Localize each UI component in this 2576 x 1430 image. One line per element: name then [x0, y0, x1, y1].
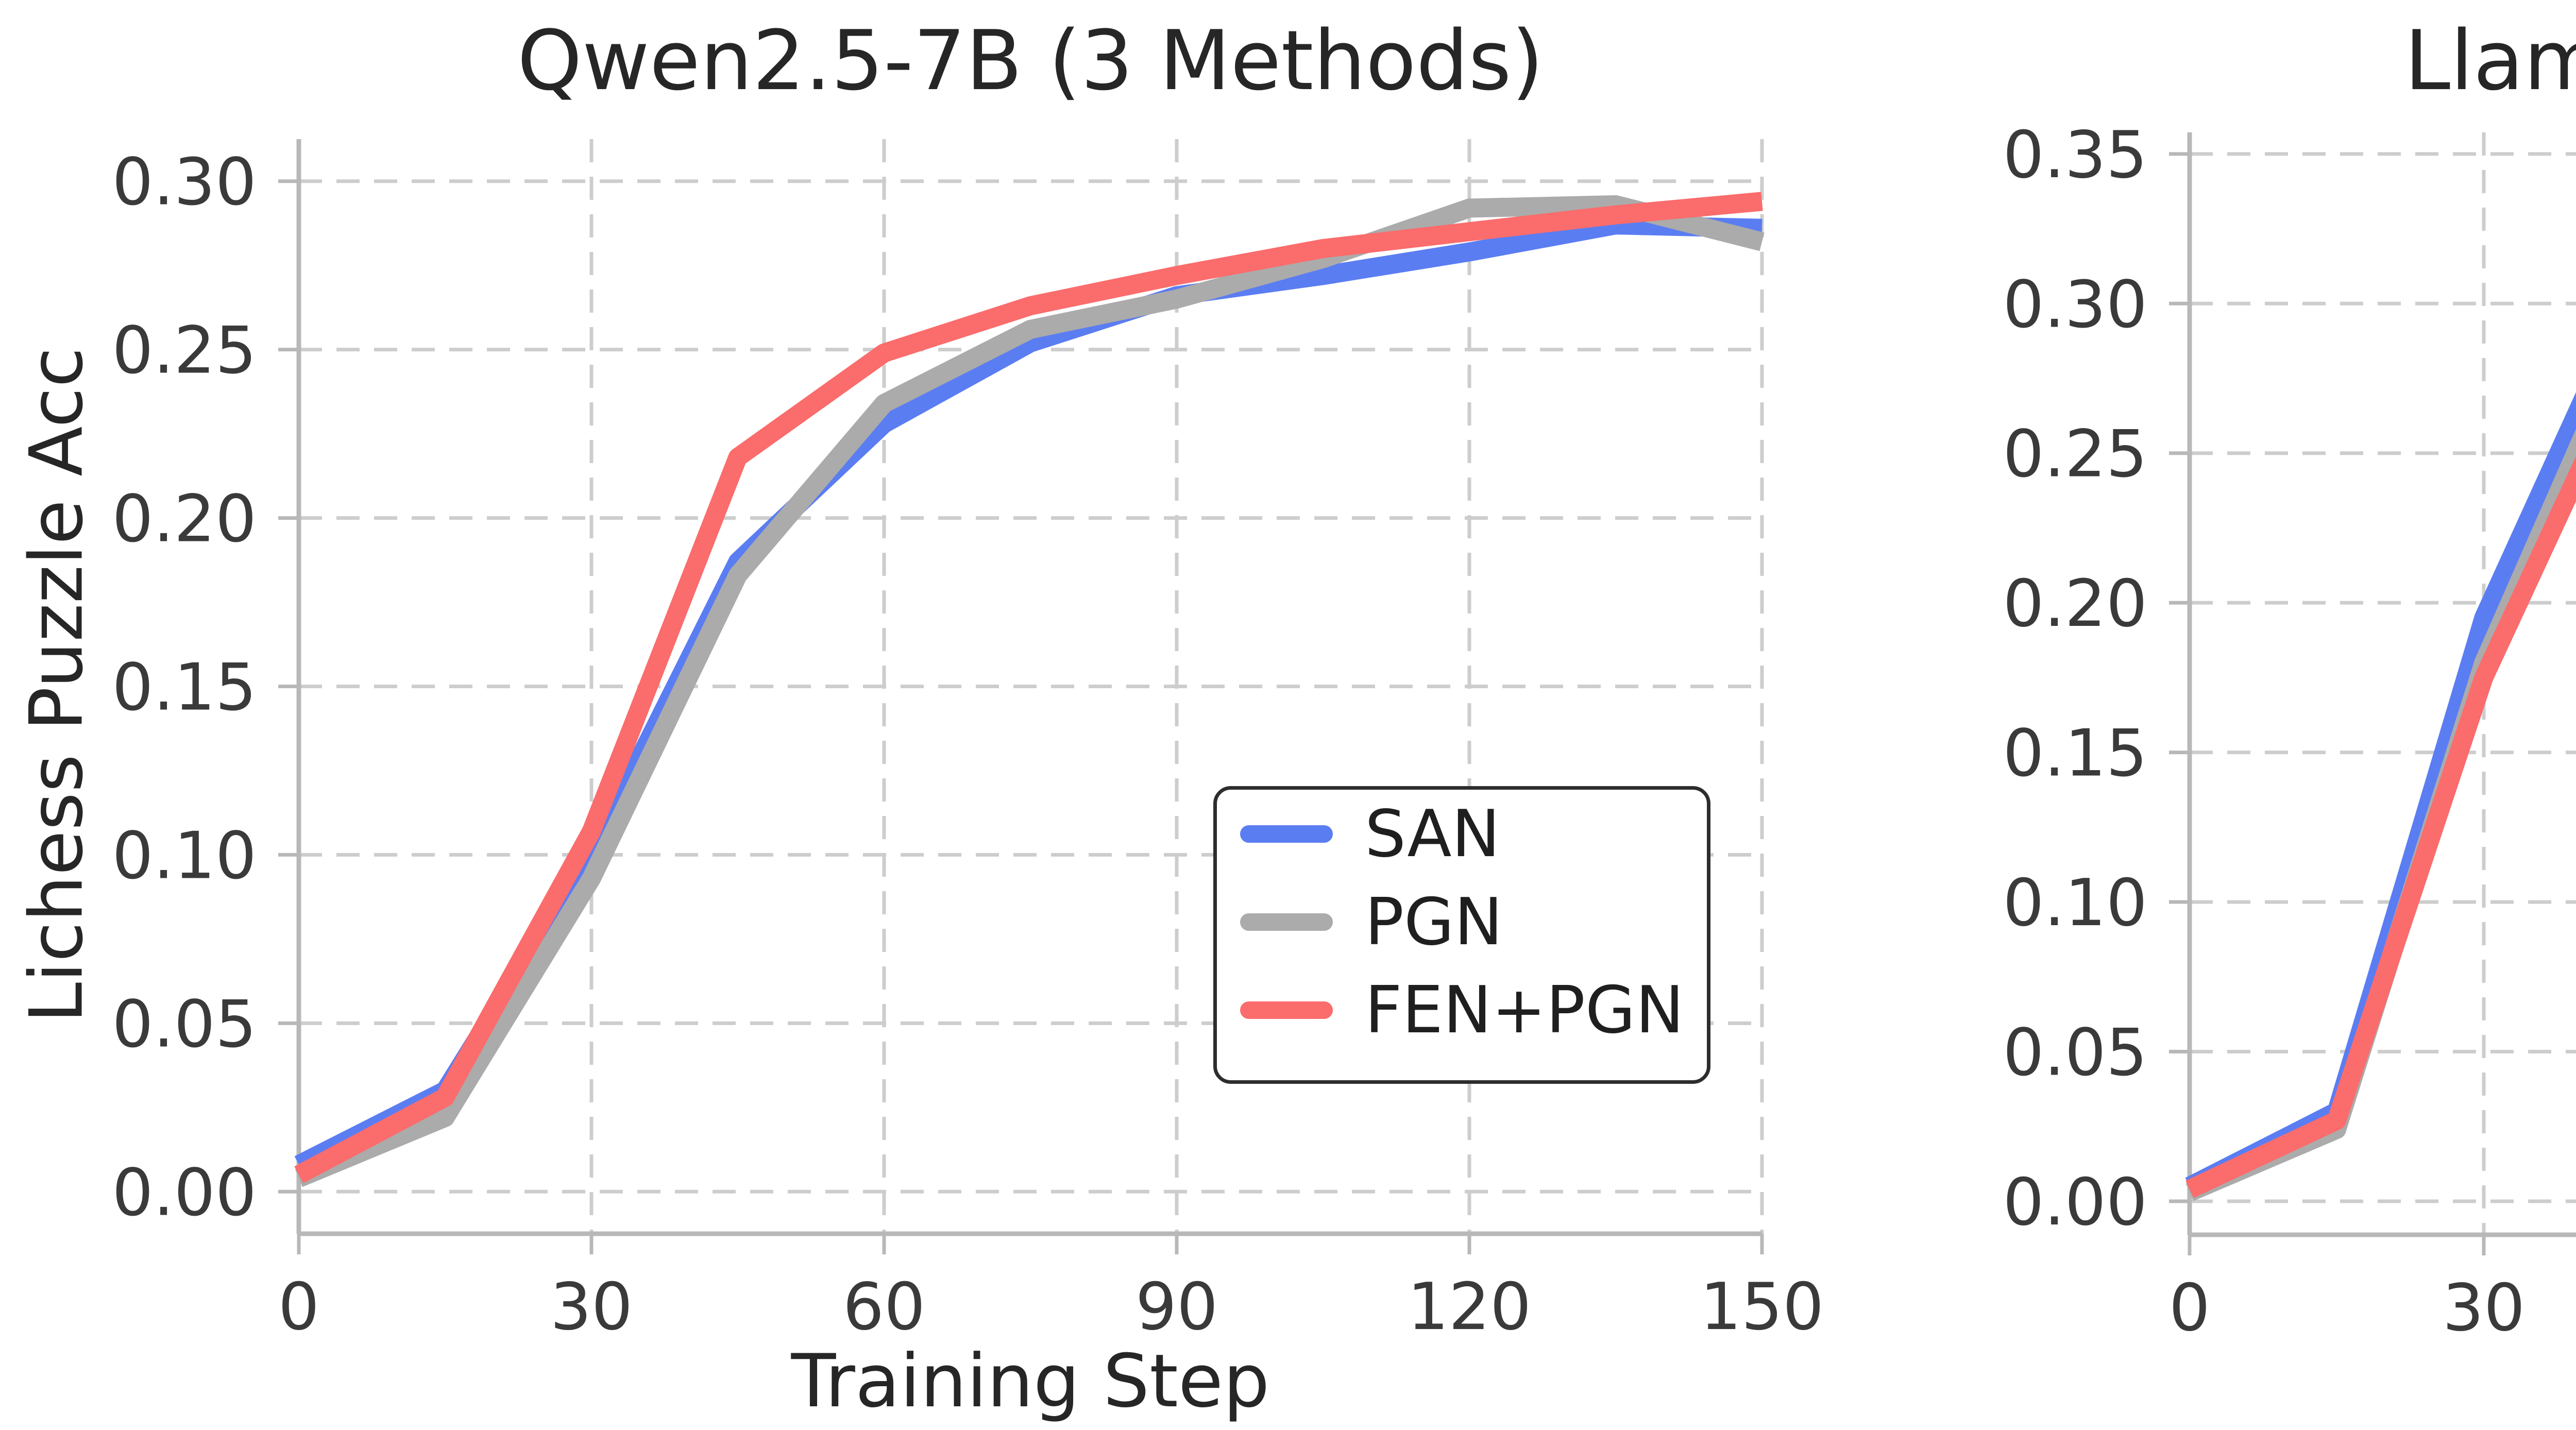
legend: SAN PGN FEN+PGN: [1213, 786, 1710, 1084]
series-line-san: [2185, 392, 2576, 1195]
legend-row-pgn: PGN: [1217, 878, 1707, 966]
y-tick-label: 0.05: [2003, 1014, 2147, 1090]
y-tick-label: 0.35: [2003, 117, 2147, 193]
legend-label-fenpgn: FEN+PGN: [1365, 972, 1684, 1048]
right-panel-title: Llama3.1-8B (3 Methods): [2404, 12, 2576, 109]
y-tick-label: 0.30: [112, 144, 257, 220]
y-tick-label: 0.25: [112, 313, 257, 388]
y-tick-label: 0.00: [2003, 1164, 2147, 1240]
series-line-fen-pgn: [294, 192, 1763, 1183]
legend-label-pgn: PGN: [1365, 884, 1503, 960]
right-x-axis-label: Training Step: [2190, 1335, 2576, 1428]
y-tick-label: 0.15: [2003, 716, 2147, 791]
series-line-pgn: [2185, 429, 2576, 1201]
y-tick-label: 0.30: [2003, 266, 2147, 342]
legend-swatch-san: [1240, 825, 1333, 843]
legend-row-san: SAN: [1217, 790, 1707, 878]
left-panel-title: Qwen2.5-7B (3 Methods): [517, 12, 1544, 109]
y-tick-label: 0.00: [112, 1154, 257, 1230]
x-tick-label: 30: [2443, 1270, 2525, 1346]
series-line-fen-pgn: [2185, 456, 2576, 1198]
x-tick-label: 60: [843, 1269, 925, 1344]
x-tick-label: 0: [2169, 1270, 2210, 1346]
y-axis-label: Lichess Puzzle Acc: [14, 347, 99, 1024]
x-tick-label: 30: [550, 1269, 633, 1344]
y-tick-label: 0.10: [112, 818, 257, 893]
legend-label-san: SAN: [1365, 796, 1500, 872]
legend-row-fenpgn: FEN+PGN: [1217, 966, 1707, 1054]
y-tick-label: 0.20: [112, 481, 257, 557]
y-tick-label: 0.05: [112, 986, 257, 1062]
y-tick-label: 0.20: [2003, 566, 2147, 641]
legend-swatch-fenpgn: [1240, 1001, 1333, 1019]
y-tick-label: 0.10: [2003, 865, 2147, 941]
x-tick-label: 150: [1700, 1269, 1824, 1344]
series-line-pgn: [295, 195, 1765, 1187]
x-tick-label: 90: [1136, 1269, 1218, 1344]
y-tick-label: 0.25: [2003, 416, 2147, 492]
y-tick-label: 0.15: [112, 650, 257, 725]
x-tick-label: 0: [278, 1269, 319, 1344]
left-x-axis-label: Training Step: [791, 1339, 1270, 1424]
x-tick-label: 120: [1408, 1269, 1532, 1344]
legend-swatch-pgn: [1240, 913, 1333, 931]
